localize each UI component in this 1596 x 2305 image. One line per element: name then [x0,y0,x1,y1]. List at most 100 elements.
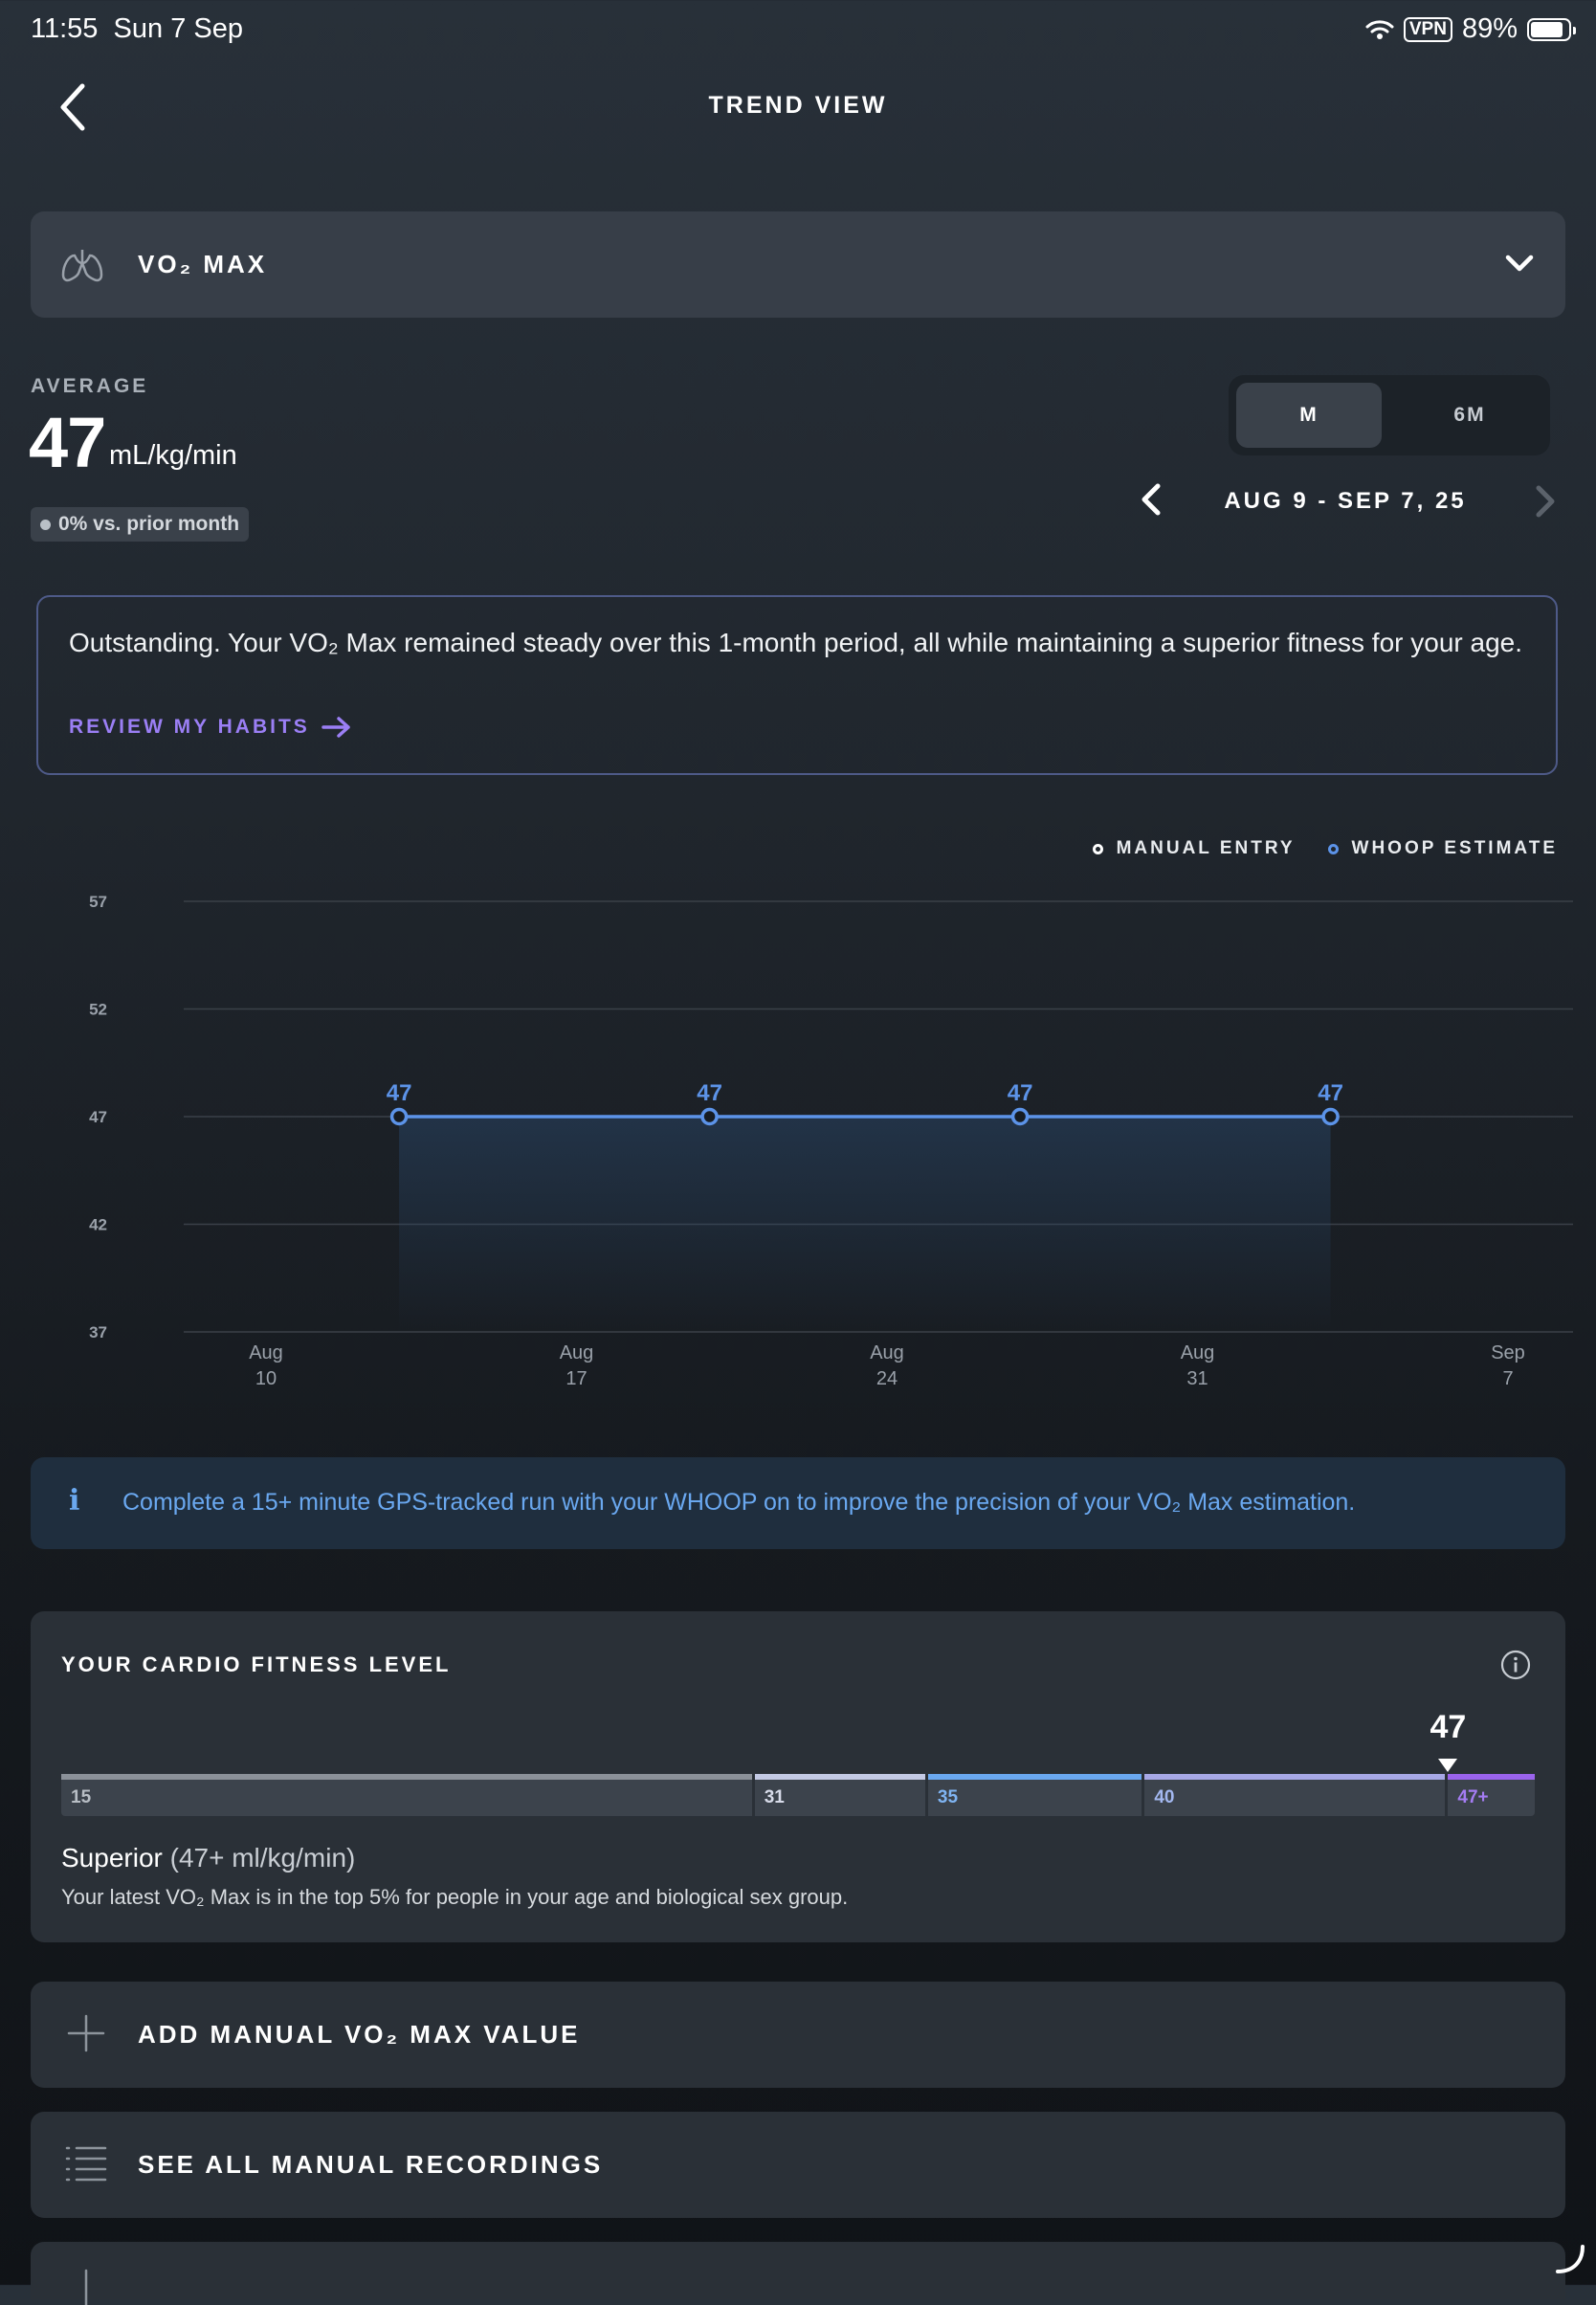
period-month-button[interactable]: M [1236,383,1382,448]
data-label: 47 [1008,1080,1033,1106]
data-point [700,1107,719,1126]
chevron-left-icon [60,83,85,131]
chart-legend: MANUAL ENTRY WHOOP ESTIMATE [1092,838,1558,859]
change-badge: 0% vs. prior month [31,507,250,542]
see-manual-recordings-button[interactable]: SEE ALL MANUAL RECORDINGS [31,2112,1565,2218]
chevron-down-icon [1505,255,1534,272]
y-tick-label: 42 [89,1216,107,1234]
fitness-segment-color [61,1774,752,1780]
period-6-month-button[interactable]: 6M [1453,404,1486,426]
y-tick-label: 37 [89,1323,107,1341]
fitness-segment: 40 [1144,1774,1446,1816]
fitness-segment-label: 35 [937,1787,959,1807]
add-manual-vo2-label: ADD MANUAL VO₂ MAX VALUE [138,2020,581,2049]
date-range: AUG 9 - SEP 7, 25 [1224,488,1467,514]
see-manual-recordings-label: SEE ALL MANUAL RECORDINGS [138,2150,604,2179]
back-button[interactable] [50,80,98,134]
wifi-icon [1365,19,1394,39]
y-tick-label: 57 [89,893,107,911]
x-tick-label: Aug [870,1342,904,1363]
battery-percent: 89% [1461,13,1518,44]
more-actions-row[interactable] [31,2242,1565,2305]
x-tick-label: 24 [876,1368,898,1389]
status-bar-time: 11:55 Sun 7 Sep [31,13,243,45]
info-circle-icon[interactable] [1500,1650,1531,1680]
data-label: 47 [1318,1080,1343,1106]
x-tick-label: Sep [1491,1342,1525,1363]
x-tick-label: Aug [1181,1342,1215,1363]
fitness-scale-bar: 15 31 35 40 47+ [61,1774,1535,1816]
period-toggle: M 6M [1229,375,1550,455]
data-label: 47 [387,1080,412,1106]
whoop-estimate-marker-icon [1327,843,1339,854]
x-tick-label: Aug [560,1342,594,1363]
data-point [1010,1107,1030,1126]
vo2-trend-chart: 57 52 47 42 37 Aug 10 Aug 17 Aug 24 Aug 31 Sep 7 47 47 47… [89,893,1573,1389]
x-tick-label: Aug [249,1342,283,1363]
insight-text: Outstanding. Your VO₂ Max remained stead… [69,628,1522,657]
cardio-fitness-card: YOUR CARDIO FITNESS LEVEL 47 15 31 35 40 47+… [31,1611,1565,1942]
review-habits-label: REVIEW MY HABITS [69,716,310,738]
add-manual-vo2-button[interactable]: ADD MANUAL VO₂ MAX VALUE [31,1982,1565,2088]
cardio-fitness-title: YOUR CARDIO FITNESS LEVEL [61,1652,452,1676]
fitness-segment-label: 40 [1154,1787,1175,1807]
status-date: Sun 7 Sep [113,13,243,44]
fitness-segment-label: 15 [71,1787,92,1807]
fitness-description: Your latest VO₂ Max is in the top 5% for… [61,1885,849,1909]
fitness-level-range: (47+ ml/kg/min) [169,1843,356,1873]
fitness-segment-label: 31 [764,1787,785,1807]
fitness-segment-color [1144,1774,1446,1780]
status-time: 11:55 [31,13,99,44]
fitness-segment: 35 [927,1774,1142,1816]
battery-fill [1531,21,1563,37]
manual-entry-marker-icon [1092,843,1103,854]
legend-manual-entry: MANUAL ENTRY [1092,838,1296,859]
fitness-level: Superior (47+ ml/kg/min) [61,1843,355,1873]
average-label: AVERAGE [31,375,149,397]
fitness-segment: 47+ [1448,1774,1535,1816]
x-tick-label: 10 [255,1368,277,1389]
fitness-segment-color [927,1774,1142,1780]
next-period-button[interactable] [1529,482,1560,521]
average-value: 47 [29,403,106,482]
fitness-segment-color [754,1774,925,1780]
y-tick-label: 47 [89,1108,107,1126]
status-bar-indicators: VPN 89% [1365,13,1576,45]
fitness-segment: 15 [61,1774,752,1816]
plus-icon [67,2014,105,2052]
legend-estimate-label: WHOOP ESTIMATE [1351,838,1558,858]
vpn-badge: VPN [1403,16,1452,42]
review-habits-link[interactable]: REVIEW MY HABITS [69,716,352,739]
arrow-right-icon [321,717,350,738]
fitness-marker-pointer [1438,1759,1458,1772]
chevron-right-icon [1536,485,1555,518]
battery-tip [1573,26,1576,34]
list-icon [65,2146,107,2182]
x-tick-label: 31 [1186,1368,1208,1389]
x-tick-label: 7 [1502,1368,1513,1389]
y-tick-label: 52 [89,1001,107,1019]
fitness-segment-color [1448,1774,1535,1780]
previous-period-button[interactable] [1135,480,1169,519]
fitness-marker-value: 47 [1430,1709,1467,1745]
series-area [399,1117,1331,1332]
gps-run-tip-banner: i Complete a 15+ minute GPS-tracked run … [31,1457,1565,1549]
lungs-icon [61,250,103,282]
data-point [389,1107,409,1126]
fitness-level-name: Superior [61,1843,163,1873]
metric-selector-dropdown[interactable]: VO₂ MAX [31,211,1565,318]
data-point [1321,1107,1340,1126]
fitness-segment-label: 47+ [1457,1787,1489,1807]
change-dot [40,519,51,530]
plus-icon [84,2269,88,2305]
chevron-left-icon [1142,483,1161,516]
info-icon: i [69,1484,80,1518]
legend-manual-label: MANUAL ENTRY [1116,838,1296,858]
page-title: TREND VIEW [708,92,888,119]
data-label: 47 [697,1080,722,1106]
battery-icon [1527,17,1576,41]
insight-card: Outstanding. Your VO₂ Max remained stead… [36,595,1558,775]
scroll-indicator-icon [1556,2245,1585,2273]
change-text: 0% vs. prior month [58,513,240,535]
x-tick-label: 17 [565,1368,587,1389]
